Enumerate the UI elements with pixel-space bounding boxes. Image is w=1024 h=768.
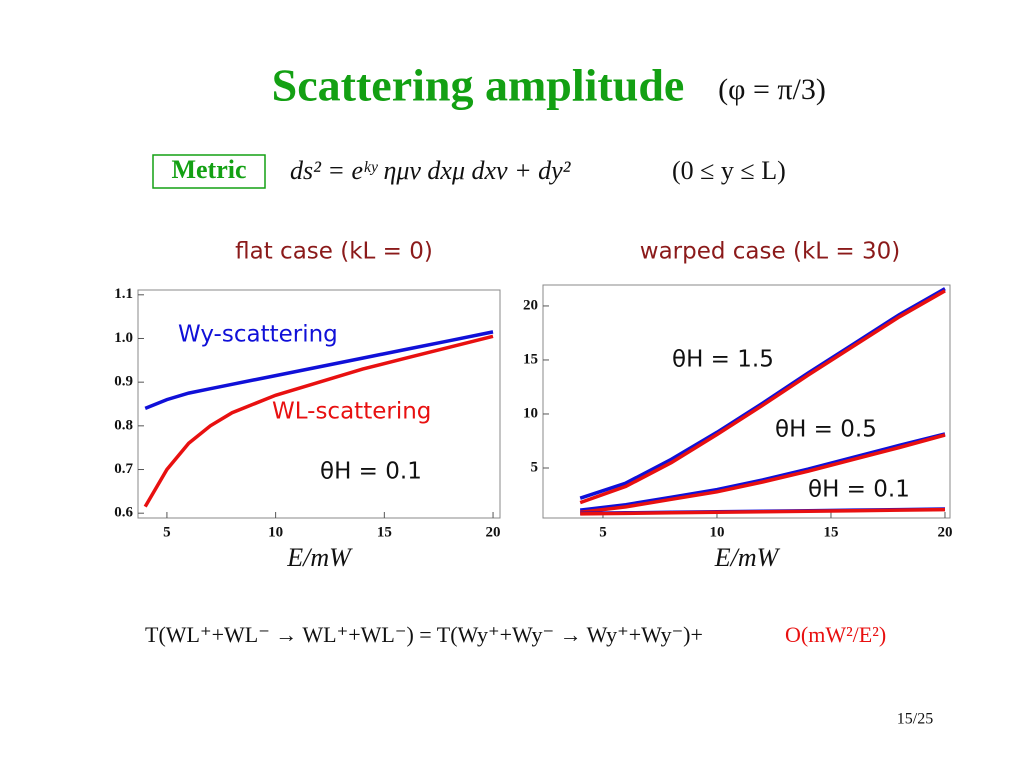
page-number: 15/25 bbox=[897, 711, 933, 728]
y-tick-label: 10 bbox=[523, 405, 538, 421]
series-label: θH = 0.5 bbox=[775, 417, 877, 443]
metric-range: (0 ≤ y ≤ L) bbox=[672, 156, 786, 185]
x-tick-label: 15 bbox=[823, 524, 838, 540]
y-tick-label: 1.1 bbox=[114, 286, 133, 302]
y-tick-label: 1.0 bbox=[114, 330, 133, 346]
metric-label: Metric bbox=[171, 155, 246, 184]
correction-term: O(mW²/E²) bbox=[785, 622, 886, 647]
x-tick-label: 10 bbox=[268, 524, 283, 540]
data-line bbox=[579, 289, 946, 505]
x-tick-label: 5 bbox=[599, 524, 607, 540]
series-label: θH = 0.1 bbox=[808, 477, 910, 503]
amplitude-formula: T(WL⁺+WL⁻ → WL⁺+WL⁻) = T(Wy⁺+Wy⁻ → Wy⁺+W… bbox=[145, 622, 703, 647]
series-label: Wy-scattering bbox=[178, 322, 338, 348]
slide-title: Scattering amplitude bbox=[272, 60, 685, 111]
data-line bbox=[143, 334, 494, 508]
x-tick-label: 10 bbox=[709, 524, 724, 540]
x-tick-label: 5 bbox=[163, 524, 171, 540]
chart-title: warped case (kL = 30) bbox=[640, 239, 900, 265]
data-line bbox=[579, 433, 946, 515]
data-line bbox=[579, 287, 946, 500]
y-tick-label: 15 bbox=[523, 351, 538, 367]
data-line bbox=[144, 330, 494, 411]
data-line bbox=[580, 507, 946, 516]
x-axis-label: E/mW bbox=[286, 543, 353, 572]
y-tick-label: 0.9 bbox=[114, 374, 133, 390]
x-axis-label: E/mW bbox=[714, 543, 781, 572]
x-tick-label: 15 bbox=[377, 524, 392, 540]
title-math: (φ = π/3) bbox=[718, 73, 826, 106]
plot-frame bbox=[542, 284, 951, 519]
y-tick-label: 5 bbox=[531, 459, 539, 475]
series-label: θH = 1.5 bbox=[672, 347, 774, 373]
x-tick-label: 20 bbox=[937, 524, 952, 540]
metric-box bbox=[152, 154, 266, 189]
plot-frame bbox=[137, 289, 501, 519]
data-line bbox=[579, 432, 946, 512]
y-tick-label: 20 bbox=[523, 297, 538, 313]
y-tick-label: 0.6 bbox=[114, 505, 133, 521]
y-tick-label: 0.7 bbox=[114, 461, 133, 477]
series-label: WL-scattering bbox=[272, 399, 431, 425]
x-tick-label: 20 bbox=[486, 524, 501, 540]
annotation: θH = 0.1 bbox=[320, 459, 422, 485]
chart-title: flat case (kL = 0) bbox=[235, 239, 433, 265]
y-tick-label: 0.8 bbox=[114, 417, 133, 433]
metric-formula: ds² = eᵏʸ ημν dxμ dxν + dy² bbox=[290, 156, 572, 185]
